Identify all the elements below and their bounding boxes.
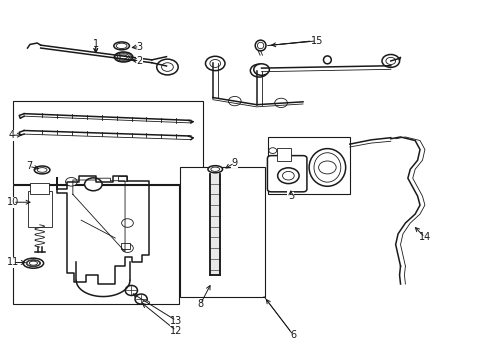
Circle shape xyxy=(210,60,220,67)
Circle shape xyxy=(254,67,264,74)
Ellipse shape xyxy=(23,258,43,268)
Circle shape xyxy=(157,59,178,75)
FancyBboxPatch shape xyxy=(277,148,290,161)
Circle shape xyxy=(253,64,269,75)
FancyBboxPatch shape xyxy=(180,167,265,297)
Text: 9: 9 xyxy=(231,158,237,168)
Circle shape xyxy=(274,98,287,108)
Text: 4: 4 xyxy=(8,130,15,140)
Circle shape xyxy=(161,63,173,71)
FancyBboxPatch shape xyxy=(118,176,127,181)
FancyBboxPatch shape xyxy=(267,137,349,194)
Text: 13: 13 xyxy=(170,316,182,325)
Circle shape xyxy=(122,244,133,252)
Circle shape xyxy=(205,56,224,71)
Text: 11: 11 xyxy=(7,257,19,267)
Text: 8: 8 xyxy=(197,299,203,309)
FancyBboxPatch shape xyxy=(210,174,219,275)
Circle shape xyxy=(84,178,102,191)
Ellipse shape xyxy=(323,56,330,64)
Ellipse shape xyxy=(135,294,147,304)
Ellipse shape xyxy=(114,52,133,62)
Ellipse shape xyxy=(114,42,129,50)
Text: 7: 7 xyxy=(26,161,32,171)
FancyBboxPatch shape xyxy=(27,192,52,226)
FancyBboxPatch shape xyxy=(30,183,49,194)
Ellipse shape xyxy=(125,285,137,296)
Ellipse shape xyxy=(207,166,222,173)
Circle shape xyxy=(282,171,294,180)
Text: 2: 2 xyxy=(136,56,142,66)
Ellipse shape xyxy=(313,153,340,182)
Ellipse shape xyxy=(37,168,47,172)
FancyBboxPatch shape xyxy=(13,185,178,304)
Ellipse shape xyxy=(308,149,345,186)
Ellipse shape xyxy=(34,166,50,174)
Circle shape xyxy=(209,59,220,67)
Circle shape xyxy=(228,96,241,106)
Circle shape xyxy=(250,64,267,77)
Text: 3: 3 xyxy=(136,42,142,51)
Ellipse shape xyxy=(116,43,127,49)
Circle shape xyxy=(206,57,224,70)
FancyBboxPatch shape xyxy=(121,243,130,249)
Circle shape xyxy=(381,54,399,67)
Text: 15: 15 xyxy=(310,36,322,46)
Text: 14: 14 xyxy=(418,232,430,242)
Circle shape xyxy=(318,161,335,174)
Circle shape xyxy=(268,148,276,153)
Ellipse shape xyxy=(142,301,149,305)
Circle shape xyxy=(65,177,77,186)
Text: 5: 5 xyxy=(287,191,293,201)
FancyBboxPatch shape xyxy=(267,156,306,192)
Ellipse shape xyxy=(210,167,219,171)
Ellipse shape xyxy=(255,40,265,51)
Text: 6: 6 xyxy=(289,330,296,340)
Text: 1: 1 xyxy=(93,39,99,49)
Text: 10: 10 xyxy=(7,197,19,207)
Circle shape xyxy=(277,168,299,184)
Ellipse shape xyxy=(257,42,263,49)
Text: 12: 12 xyxy=(170,325,182,336)
Circle shape xyxy=(122,219,133,227)
Circle shape xyxy=(385,57,395,64)
Ellipse shape xyxy=(27,260,40,266)
FancyBboxPatch shape xyxy=(13,101,203,184)
